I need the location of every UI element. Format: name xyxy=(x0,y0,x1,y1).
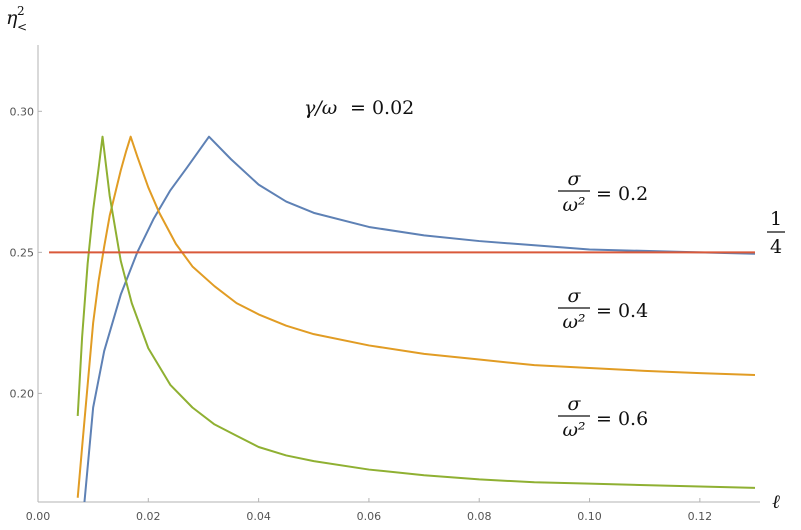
gamma-omega-annotation: γ/ω = 0.02 xyxy=(304,97,414,119)
series-label-0-num: σ xyxy=(568,168,582,190)
ticks-layer: 0.00 0.02 0.04 0.06 0.08 0.10 0.12 0.20 0.25 0.30 xyxy=(10,105,713,523)
series-label-0-value: = 0.2 xyxy=(596,183,648,205)
x-tick-label: 0.04 xyxy=(246,510,271,523)
y-tick-label: 0.30 xyxy=(10,105,35,118)
series-line-1 xyxy=(76,135,755,498)
x-tick-label: 0.10 xyxy=(577,510,602,523)
y-axis-label: η xyxy=(6,7,18,29)
reference-label-quarter: 1 4 xyxy=(767,208,785,258)
series-line-0 xyxy=(83,135,755,502)
series-label-0-den: ω² xyxy=(562,194,585,216)
series-label-0: σ ω² = 0.2 xyxy=(558,168,648,216)
x-tick-label: 0.02 xyxy=(136,510,161,523)
annotation-lhs: γ/ω xyxy=(304,97,337,119)
x-tick-label: 0.00 xyxy=(26,510,51,523)
x-tick-label: 0.06 xyxy=(357,510,382,523)
x-axis-label: ℓ xyxy=(772,491,780,513)
y-label-sub: < xyxy=(17,20,27,34)
y-label-base: η xyxy=(6,7,18,29)
series-label-2-den: ω² xyxy=(562,419,585,441)
series-label-1: σ ω² = 0.4 xyxy=(558,285,648,333)
y-tick-label: 0.20 xyxy=(10,387,35,400)
series-label-1-den: ω² xyxy=(562,311,585,333)
series-label-2-value: = 0.6 xyxy=(596,408,648,430)
axes-layer xyxy=(37,45,760,503)
series-layer xyxy=(49,135,755,502)
x-tick-label: 0.08 xyxy=(467,510,492,523)
reference-label-num: 1 xyxy=(770,208,782,230)
x-tick-label: 0.12 xyxy=(688,510,713,523)
series-label-2-num: σ xyxy=(568,393,582,415)
series-label-1-value: = 0.4 xyxy=(596,300,648,322)
y-tick-label: 0.25 xyxy=(10,246,35,259)
reference-label-den: 4 xyxy=(770,236,782,258)
series-label-2: σ ω² = 0.6 xyxy=(558,393,648,441)
y-label-sup: 2 xyxy=(17,4,25,18)
series-line-2 xyxy=(76,135,755,489)
series-label-1-num: σ xyxy=(568,285,582,307)
annotation-rhs: = 0.02 xyxy=(350,97,414,119)
